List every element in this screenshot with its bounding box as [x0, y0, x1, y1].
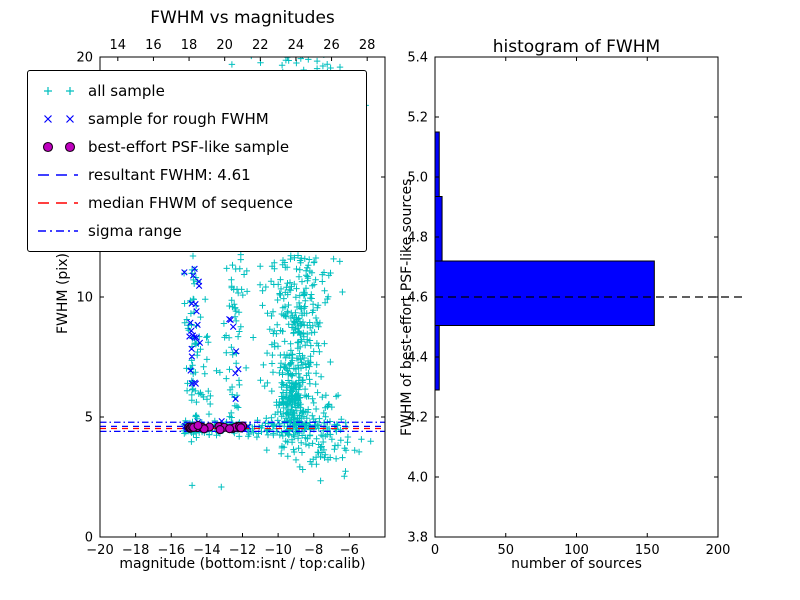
psf-point	[215, 425, 225, 435]
tick-label: 0	[85, 531, 93, 546]
tick-label: 26	[323, 38, 340, 53]
tick-label: 5.2	[407, 111, 428, 126]
legend-item-median-fwhm: median FHWM of sequence	[36, 189, 358, 217]
psf-sample-points	[184, 420, 248, 435]
legend-item-sigma-range: sigma range	[36, 217, 358, 245]
right-xaxis-label: number of sources	[511, 556, 642, 572]
right-chart-title: histogram of FWHM	[492, 37, 661, 57]
dashed-line-icon	[38, 174, 78, 176]
legend-label: all sample	[88, 82, 165, 100]
tick-label: −6	[340, 543, 359, 558]
tick-label: 5.4	[407, 51, 428, 66]
tick-label: −20	[86, 543, 113, 558]
tick-label: 5.0	[407, 171, 428, 186]
legend-label: sample for rough FWHM	[88, 110, 269, 128]
tick-label: 10	[76, 291, 93, 306]
histogram-bar	[434, 131, 440, 197]
legend: all sample sample for rough FWHM best-ef…	[27, 70, 367, 252]
tick-label: 14	[110, 38, 127, 53]
tick-label: 200	[706, 543, 731, 558]
histogram-bars	[434, 131, 655, 391]
tick-label: 20	[216, 38, 233, 53]
tick-label: −8	[304, 543, 323, 558]
histogram-bar	[434, 325, 440, 391]
legend-item-all-sample: all sample	[36, 77, 358, 105]
histogram-bar	[434, 196, 443, 262]
left-yaxis-label: FWHM (pix)	[55, 253, 71, 334]
legend-label: median FHWM of sequence	[88, 194, 293, 212]
right-axes-ticks: 0 50 100 150 200 3.8 4.0 4.2 4.4 4.6 4.8 5.0 5.2 5.4	[407, 51, 730, 559]
tick-label: 50	[497, 543, 514, 558]
legend-label: best-effort PSF-like sample	[88, 138, 290, 156]
tick-label: 28	[359, 38, 376, 53]
psf-point	[236, 423, 246, 433]
tick-label: 3.8	[407, 531, 428, 546]
tick-label: −14	[193, 543, 220, 558]
tick-label: 150	[635, 543, 660, 558]
legend-item-resultant-fwhm: resultant FWHM: 4.61	[36, 161, 358, 189]
psf-point	[193, 420, 203, 431]
tick-label: 24	[288, 38, 305, 53]
tick-label: 22	[252, 38, 269, 53]
legend-item-rough-fwhm: sample for rough FWHM	[36, 105, 358, 133]
tick-label: 100	[564, 543, 589, 558]
tick-label: 5	[85, 411, 93, 426]
tick-label: 0	[431, 543, 439, 558]
right-yaxis-label: FWHM of best-effort PSF-like sources	[399, 178, 415, 436]
circle-marker-icon	[42, 141, 76, 153]
tick-label: 4.4	[407, 351, 428, 366]
tick-label: 16	[145, 38, 162, 53]
tick-label: 4.2	[407, 411, 428, 426]
legend-label: sigma range	[88, 222, 182, 240]
tick-label: 4.6	[407, 291, 428, 306]
dashdot-line-icon	[38, 230, 78, 232]
left-chart-title: FWHM vs magnitudes	[150, 8, 335, 28]
tick-label: 4.8	[407, 231, 428, 246]
tick-label: 18	[181, 38, 198, 53]
legend-item-psf-sample: best-effort PSF-like sample	[36, 133, 358, 161]
histogram-bar	[434, 260, 655, 326]
tick-label: 20	[76, 51, 93, 66]
tick-label: −18	[122, 543, 149, 558]
tick-label: 4.0	[407, 471, 428, 486]
plus-marker-icon	[44, 87, 74, 95]
dashed-line-red-icon	[38, 202, 78, 204]
tick-label: −10	[264, 543, 291, 558]
left-plot-area	[100, 57, 385, 491]
legend-label: resultant FWHM: 4.61	[88, 166, 251, 184]
x-marker-icon	[44, 115, 74, 123]
tick-label: −12	[229, 543, 256, 558]
left-xaxis-label: magnitude (bottom:isnt / top:calib)	[119, 556, 366, 572]
tick-label: −16	[158, 543, 185, 558]
psf-point	[225, 424, 235, 434]
